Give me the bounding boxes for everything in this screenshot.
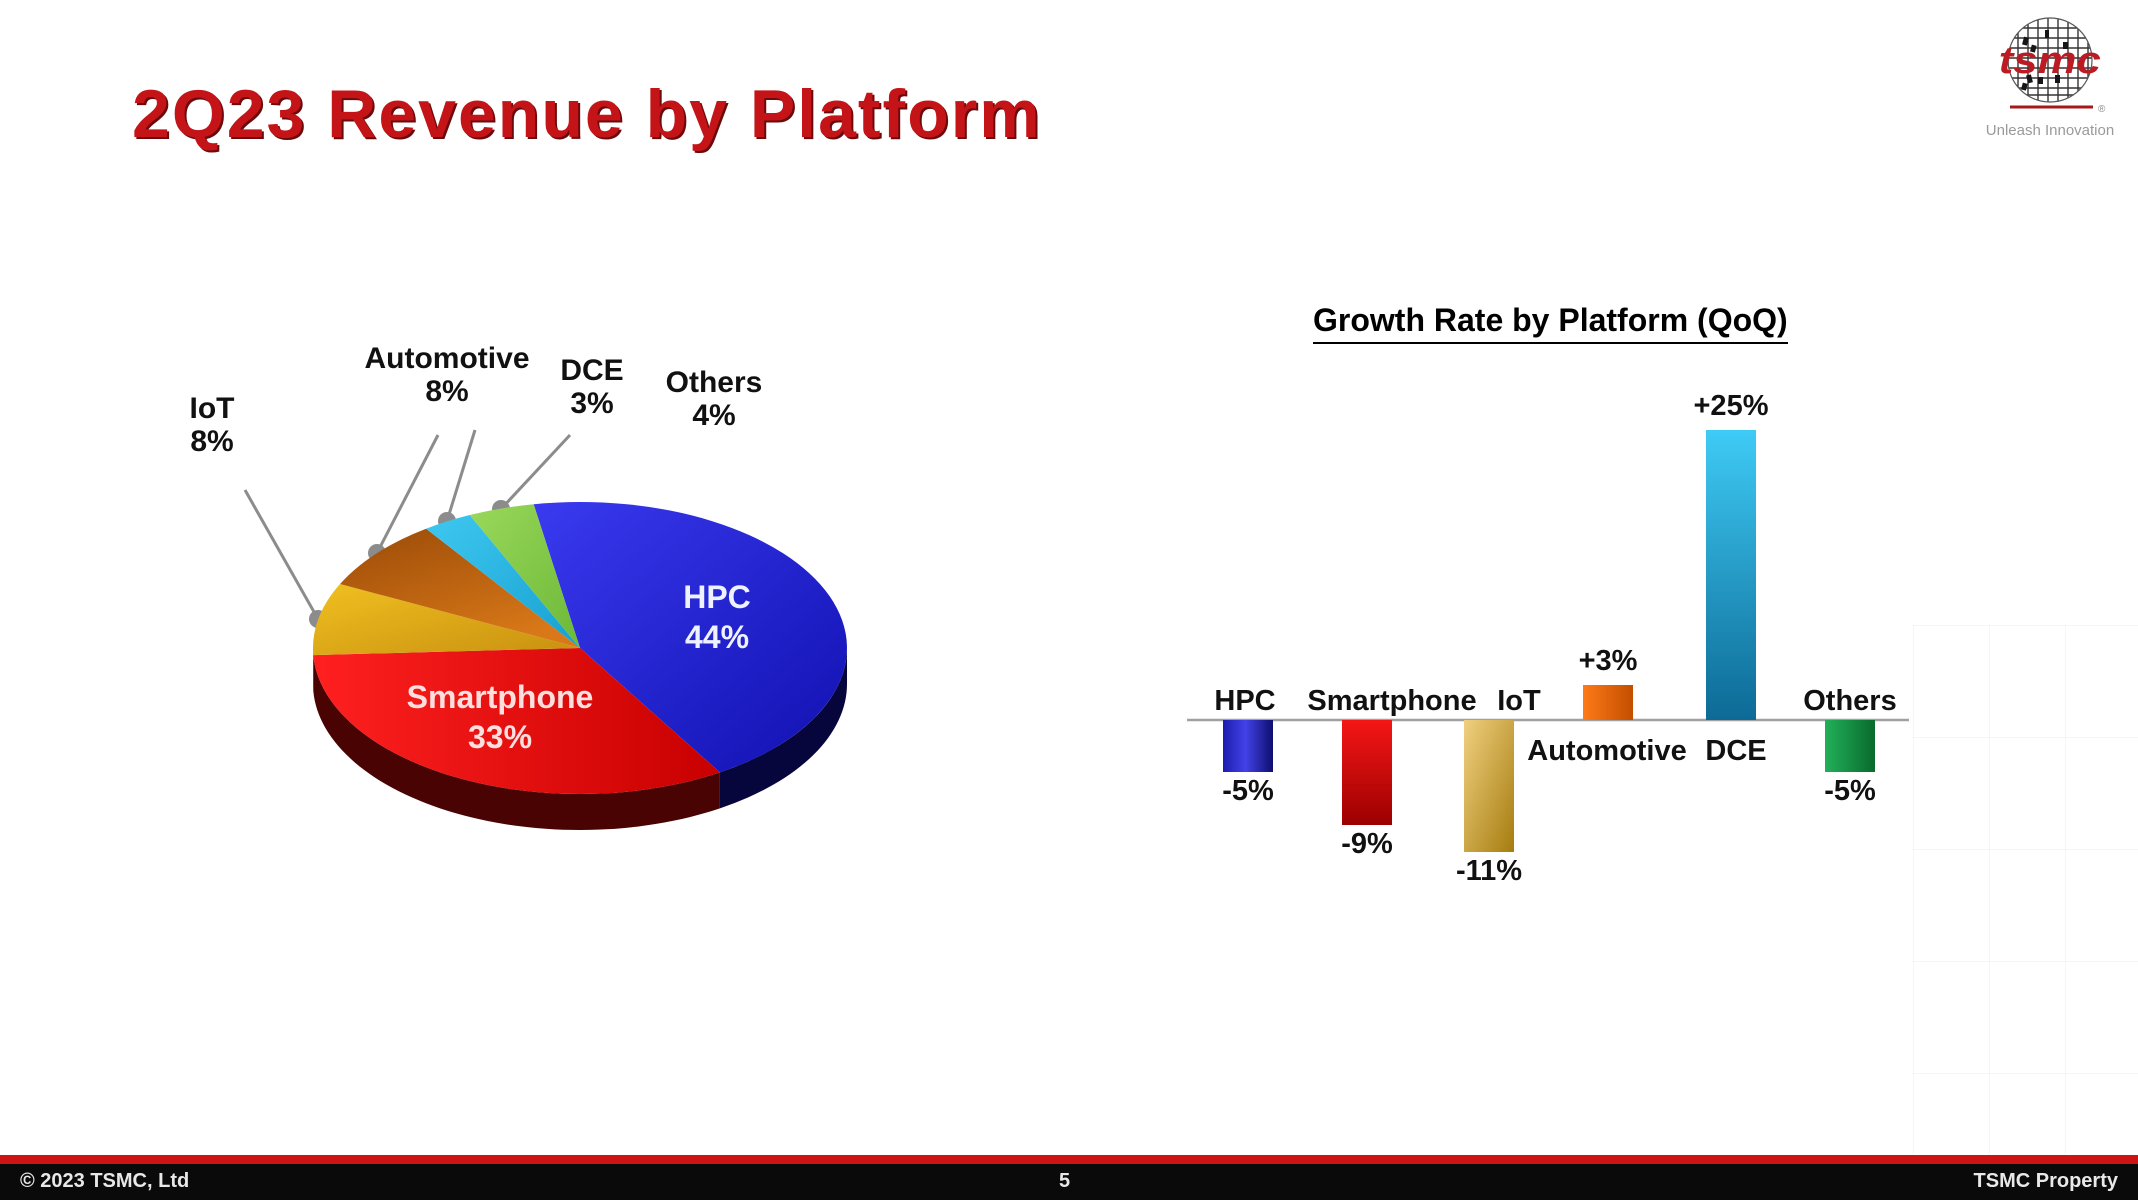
svg-text:Others: Others	[666, 366, 763, 399]
svg-text:-9%: -9%	[1341, 828, 1393, 860]
svg-text:tsmc: tsmc	[1999, 39, 2101, 82]
svg-text:8%: 8%	[190, 425, 233, 458]
svg-text:4%: 4%	[692, 399, 735, 432]
svg-text:8%: 8%	[425, 375, 468, 408]
svg-text:33%: 33%	[468, 719, 532, 755]
svg-text:DCE: DCE	[560, 354, 623, 387]
svg-text:HPC: HPC	[683, 579, 751, 615]
svg-text:Automotive: Automotive	[365, 342, 530, 375]
svg-text:-5%: -5%	[1824, 775, 1876, 807]
svg-text:3%: 3%	[570, 387, 613, 420]
svg-text:-5%: -5%	[1222, 775, 1274, 807]
svg-text:IoT: IoT	[190, 392, 235, 425]
svg-text:Smartphone: Smartphone	[1307, 685, 1476, 717]
svg-text:Automotive: Automotive	[1527, 735, 1687, 767]
svg-text:+3%: +3%	[1579, 645, 1638, 677]
svg-text:DCE: DCE	[1705, 735, 1766, 767]
svg-text:44%: 44%	[685, 619, 749, 655]
svg-text:IoT: IoT	[1497, 685, 1541, 717]
svg-text:+25%: +25%	[1694, 390, 1769, 422]
svg-text:®: ®	[2098, 104, 2106, 115]
svg-text:HPC: HPC	[1214, 685, 1275, 717]
svg-text:Others: Others	[1803, 685, 1896, 717]
svg-text:-11%: -11%	[1456, 855, 1522, 887]
svg-text:Smartphone: Smartphone	[407, 679, 594, 715]
